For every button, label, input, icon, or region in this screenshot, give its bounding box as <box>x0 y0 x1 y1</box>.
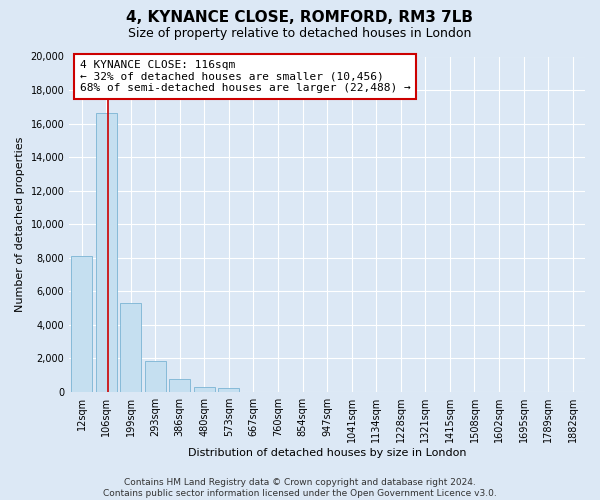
Y-axis label: Number of detached properties: Number of detached properties <box>15 136 25 312</box>
Text: 4, KYNANCE CLOSE, ROMFORD, RM3 7LB: 4, KYNANCE CLOSE, ROMFORD, RM3 7LB <box>127 10 473 25</box>
Text: Size of property relative to detached houses in London: Size of property relative to detached ho… <box>128 28 472 40</box>
Text: Contains HM Land Registry data © Crown copyright and database right 2024.
Contai: Contains HM Land Registry data © Crown c… <box>103 478 497 498</box>
Bar <box>71 256 92 392</box>
Bar <box>194 387 215 392</box>
Bar <box>120 303 141 392</box>
X-axis label: Distribution of detached houses by size in London: Distribution of detached houses by size … <box>188 448 466 458</box>
Bar <box>145 360 166 392</box>
Text: 4 KYNANCE CLOSE: 116sqm
← 32% of detached houses are smaller (10,456)
68% of sem: 4 KYNANCE CLOSE: 116sqm ← 32% of detache… <box>80 60 410 93</box>
Bar <box>95 114 116 392</box>
Bar <box>218 388 239 392</box>
Bar <box>169 379 190 392</box>
